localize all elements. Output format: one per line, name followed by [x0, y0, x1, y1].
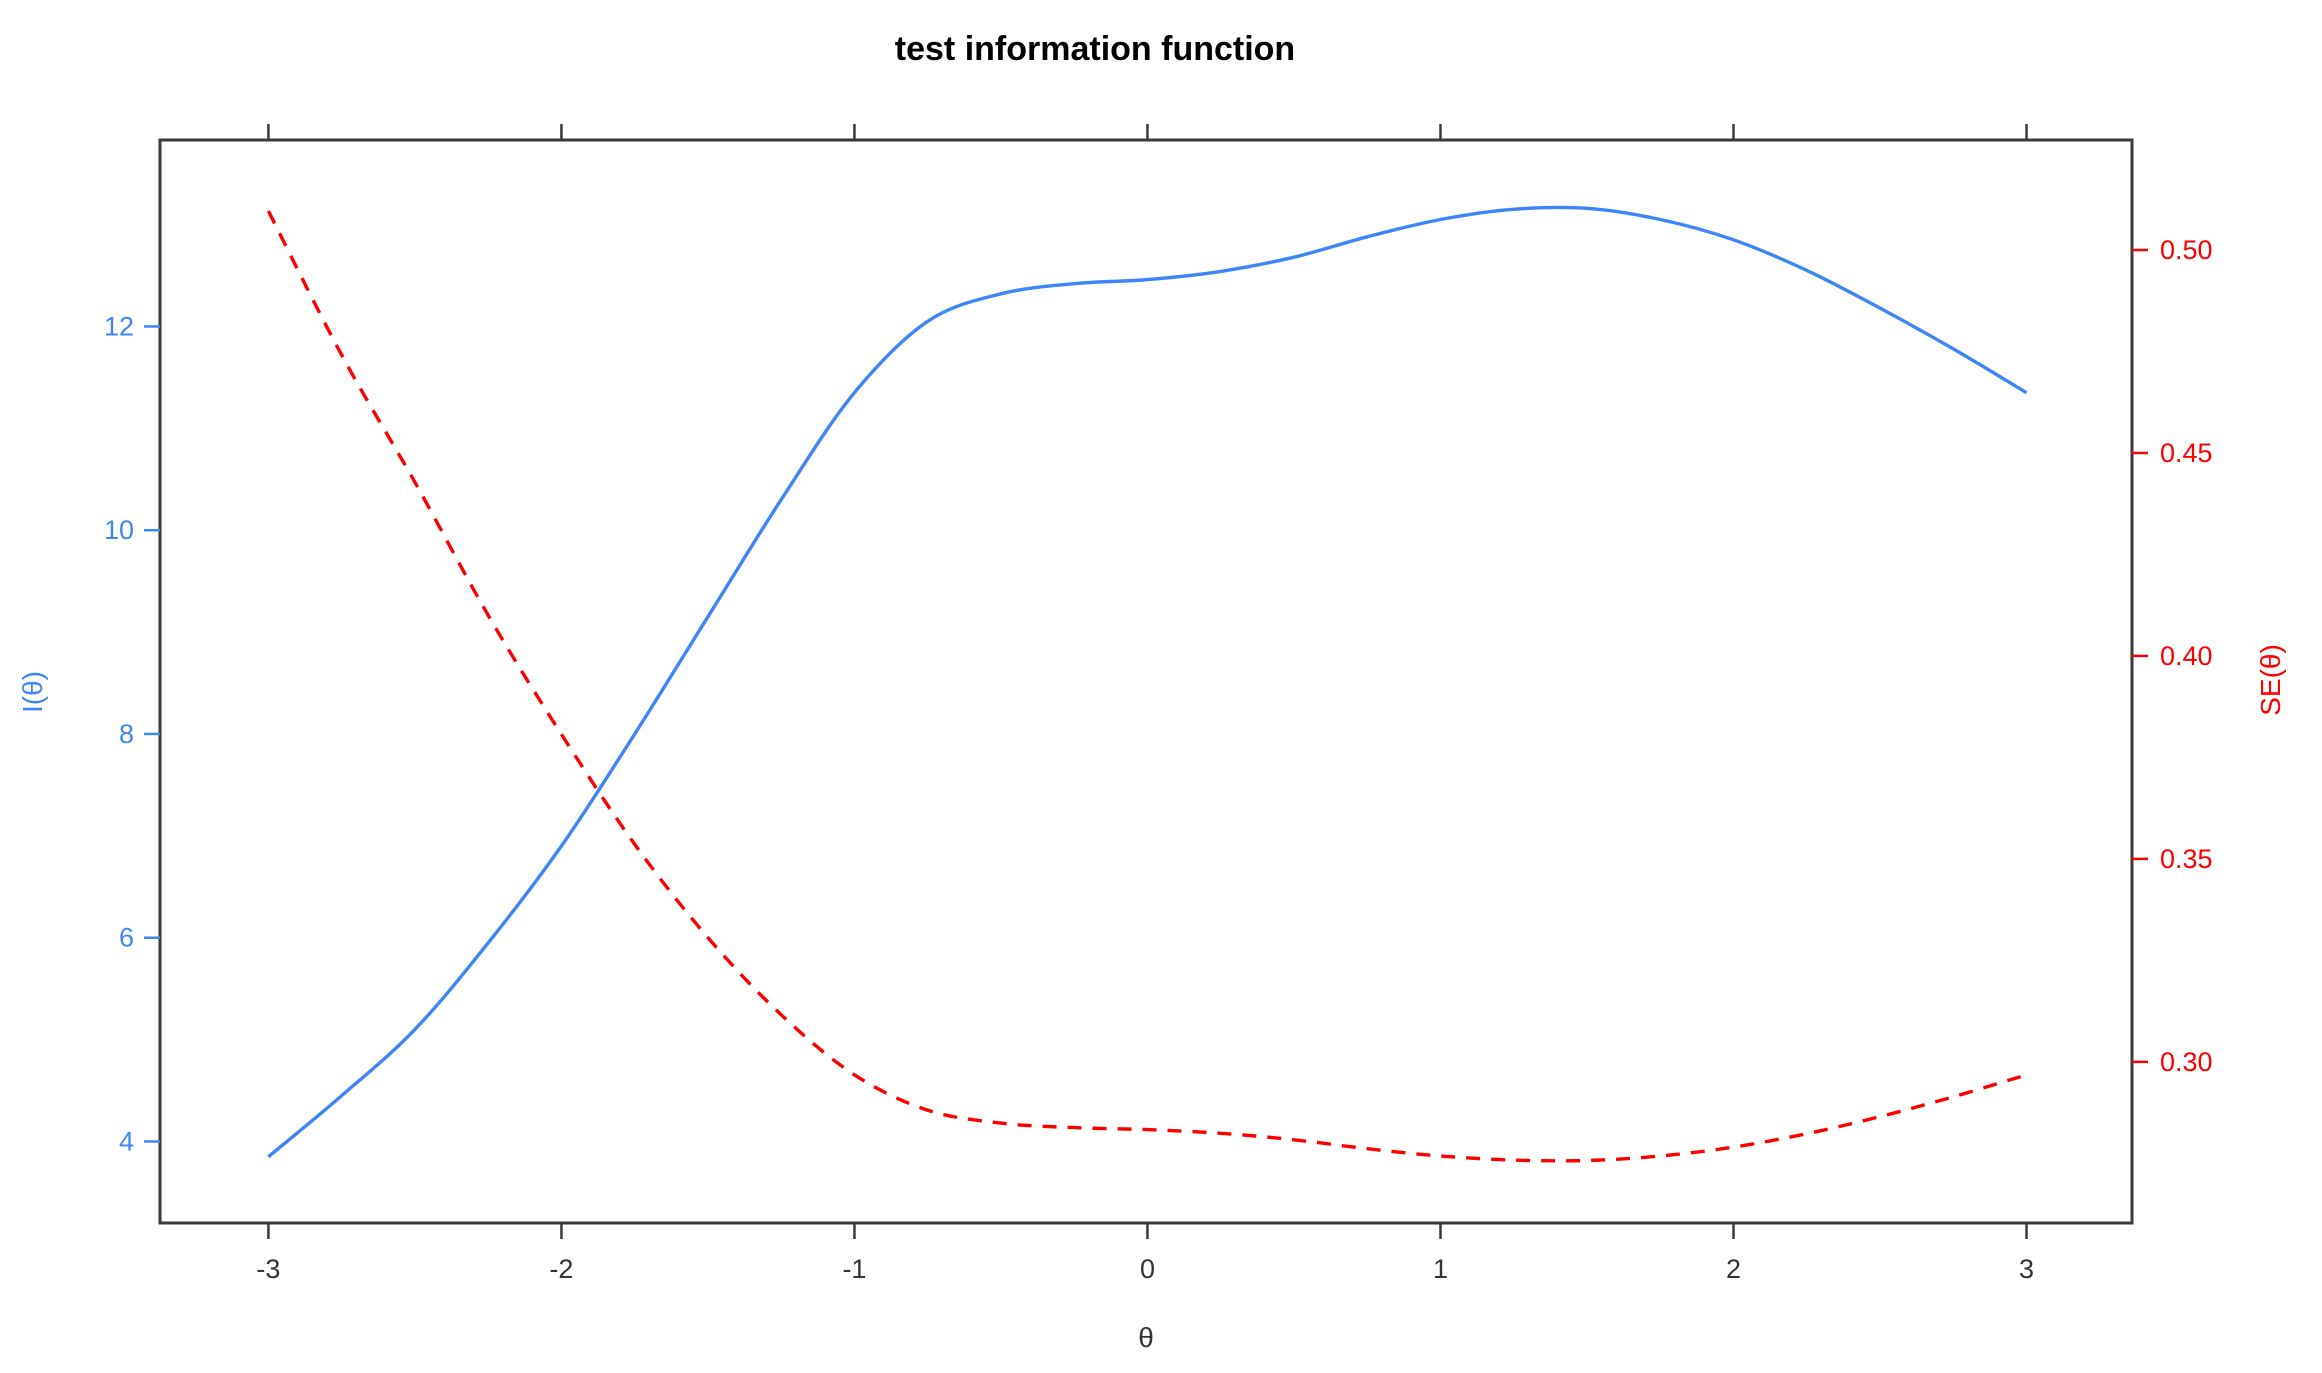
right-axis-tick-label: 0.40 [2160, 641, 2213, 671]
right-axis-tick-label: 0.45 [2160, 438, 2213, 468]
information-curve [267, 205, 2028, 1159]
right-axis-tick-label: 0.35 [2160, 844, 2213, 874]
left-y-axis-label: I(θ) [17, 671, 48, 713]
right-axis-tick-label: 0.50 [2160, 235, 2213, 265]
x-tick-label: 2 [1726, 1254, 1741, 1284]
x-tick-label: 0 [1140, 1254, 1155, 1284]
right-axis-tick-label: 0.30 [2160, 1047, 2213, 1077]
x-tick-label: -1 [842, 1254, 866, 1284]
left-axis-tick-label: 8 [119, 719, 134, 749]
chart-title: test information function [895, 30, 1295, 68]
left-axis-tick-label: 6 [119, 923, 134, 953]
left-axis-tick-label: 12 [104, 311, 134, 341]
left-axis-tick-label: 10 [104, 515, 134, 545]
x-tick-label: -2 [549, 1254, 573, 1284]
standard-error-curve [266, 210, 2027, 1163]
x-axis-label: θ [1138, 1322, 1154, 1353]
x-tick-label: 3 [2019, 1254, 2034, 1284]
left-axis-tick-label: 4 [119, 1126, 134, 1156]
right-y-axis-label: SE(θ) [2255, 644, 2286, 716]
x-tick-label: -3 [256, 1254, 280, 1284]
x-tick-label: 1 [1433, 1254, 1448, 1284]
plot-box [158, 138, 2134, 1225]
